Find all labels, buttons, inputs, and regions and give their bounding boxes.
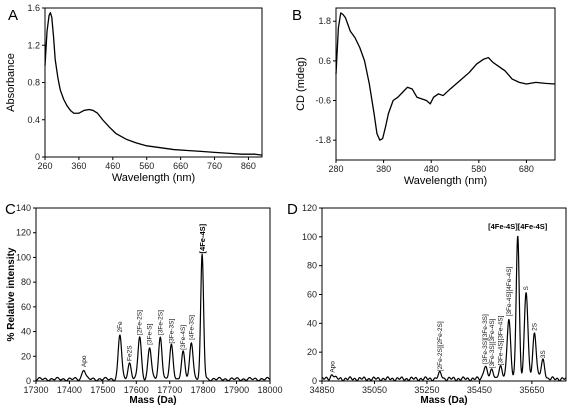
x-tick-label: 35050 (362, 385, 387, 395)
x-tick-label: 35450 (467, 385, 492, 395)
y-tick-label: 0 (35, 152, 40, 162)
y-tick-label: 1.2 (27, 40, 40, 50)
y-tick-label: 60 (307, 290, 317, 300)
x-tick-label: 17700 (157, 385, 182, 395)
peak-label: [3Fe-S] (147, 323, 154, 345)
plot-frame (35, 207, 271, 382)
spectrum-line (35, 253, 271, 382)
panel-letter: D (287, 201, 298, 218)
peak-label: 2S (532, 322, 539, 331)
y-tick-label: 80 (21, 277, 31, 287)
y-tick-label: 100 (16, 252, 31, 262)
x-tick-label: 17500 (90, 385, 115, 395)
x-tick-label: 17400 (57, 385, 82, 395)
y-tick-label: 0.6 (318, 56, 331, 66)
peak-label: [3Fe-3S][3Fe-4S] (489, 318, 496, 368)
y-tick-label: 0.4 (27, 115, 40, 125)
series-line (44, 12, 263, 156)
y-tick-label: 0.8 (27, 78, 40, 88)
panel-letter: A (8, 7, 18, 24)
y-tick-label: 120 (302, 203, 317, 213)
x-tick-label: 35650 (519, 385, 544, 395)
y-axis-label: CD (mdeg) (295, 57, 307, 111)
peak-label: Fe2S (127, 345, 134, 361)
x-tick-label: 280 (328, 164, 343, 174)
peak-label: [3Fe-2S] (157, 310, 164, 335)
peak-label: [2Fe-2S][2Fe-2S] (437, 321, 444, 371)
peak-label: 2Fe (117, 321, 124, 333)
x-tick-label: 680 (519, 164, 534, 174)
panel-letter: C (5, 201, 16, 218)
plot-frame (44, 7, 263, 158)
y-axis-label: % Relative intensity (6, 247, 17, 341)
y-tick-label: 0 (312, 376, 317, 386)
peak-label: [3Fe-3S][3Fe-3S] (482, 314, 489, 364)
panel-letter: B (292, 7, 302, 24)
x-tick-label: 660 (173, 161, 188, 171)
y-tick-label: 1.6 (27, 3, 40, 13)
x-tick-label: 17600 (124, 385, 149, 395)
peak-label: [4Fe-4S][4Fe-4S] (488, 222, 548, 231)
x-tick-label: 35250 (414, 385, 439, 395)
peak-label: [3Fe-4S][4Fe-4S] (506, 266, 513, 316)
peak-label: S (523, 286, 530, 291)
spectrum-line (321, 235, 567, 382)
y-tick-label: 80 (307, 261, 317, 271)
y-tick-label: 120 (16, 228, 31, 238)
y-tick-label: 20 (307, 347, 317, 357)
x-tick-label: 580 (471, 164, 486, 174)
panel-b: B 280 380 480 580 680 -1.8 -0.6 0.6 1.8 Wavelength… (292, 7, 556, 187)
x-tick-label: 34850 (309, 385, 334, 395)
x-tick-label: 380 (376, 164, 391, 174)
peak-label: [3Fe-4S] (180, 325, 187, 350)
peak-label: Apo (329, 361, 336, 373)
y-tick-label: 1.8 (318, 16, 331, 26)
y-tick-label: 140 (16, 203, 31, 213)
y-tick-label: 100 (302, 232, 317, 242)
panel-c: C 17300 17400 17500 17600 17700 17800 17900 1800… (5, 201, 283, 406)
x-tick-label: 17900 (224, 385, 249, 395)
x-tick-label: 480 (424, 164, 439, 174)
y-tick-label: 20 (21, 351, 31, 361)
panel-d: D 34850 35050 35250 35450 35650 0 20 40 60 80 100 12… (287, 201, 567, 406)
x-tick-label: 560 (139, 161, 154, 171)
peak-label: [2Fe-2S] (137, 310, 144, 335)
peak-label: [4Fe-4S] (198, 223, 207, 253)
x-tick-label: 260 (37, 161, 52, 171)
peak-label: [4Fe-3S] (188, 315, 195, 340)
x-tick-label: 360 (71, 161, 86, 171)
y-tick-label: 0 (26, 376, 31, 386)
y-tick-label: -0.6 (315, 96, 331, 106)
x-axis-label: Mass (Da) (420, 395, 467, 406)
y-axis-label: Absorbance (5, 53, 17, 112)
x-tick-label: 760 (207, 161, 222, 171)
y-tick-label: 60 (21, 302, 31, 312)
series-line (335, 12, 556, 141)
y-tick-label: -1.8 (315, 135, 331, 145)
x-tick-label: 17800 (191, 385, 216, 395)
peak-label: 3S (540, 350, 547, 359)
x-tick-label: 460 (105, 161, 120, 171)
peak-label: [3Fe-3S] (168, 319, 175, 344)
panel-a: A 260 360 460 560 660 760 860 0 0.4 0.8 1.2 1.6 Wavel… (5, 3, 263, 184)
x-axis-label: Wavelength (nm) (404, 175, 487, 187)
x-axis-label: Mass (Da) (129, 395, 176, 406)
peak-label: Apo (81, 355, 88, 367)
y-tick-label: 40 (21, 327, 31, 337)
x-axis-label: Wavelength (nm) (112, 172, 195, 184)
x-tick-label: 18000 (257, 385, 282, 395)
x-tick-label: 860 (241, 161, 256, 171)
peak-label: [3Fe-4S][3Fe-4S] (497, 315, 504, 365)
y-tick-label: 40 (307, 318, 317, 328)
x-tick-label: 17300 (23, 385, 48, 395)
